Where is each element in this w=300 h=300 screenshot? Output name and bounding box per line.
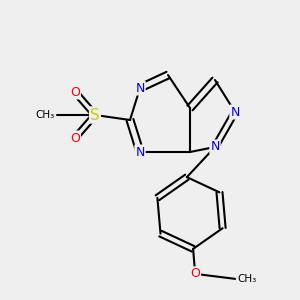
Text: N: N (135, 146, 145, 158)
Text: O: O (70, 85, 80, 98)
Text: N: N (135, 82, 145, 94)
Text: O: O (190, 267, 200, 280)
Text: S: S (90, 107, 100, 122)
Text: O: O (70, 131, 80, 145)
Text: N: N (210, 140, 220, 154)
Text: N: N (230, 106, 240, 118)
Text: CH₃: CH₃ (237, 274, 256, 284)
Text: CH₃: CH₃ (36, 110, 55, 120)
